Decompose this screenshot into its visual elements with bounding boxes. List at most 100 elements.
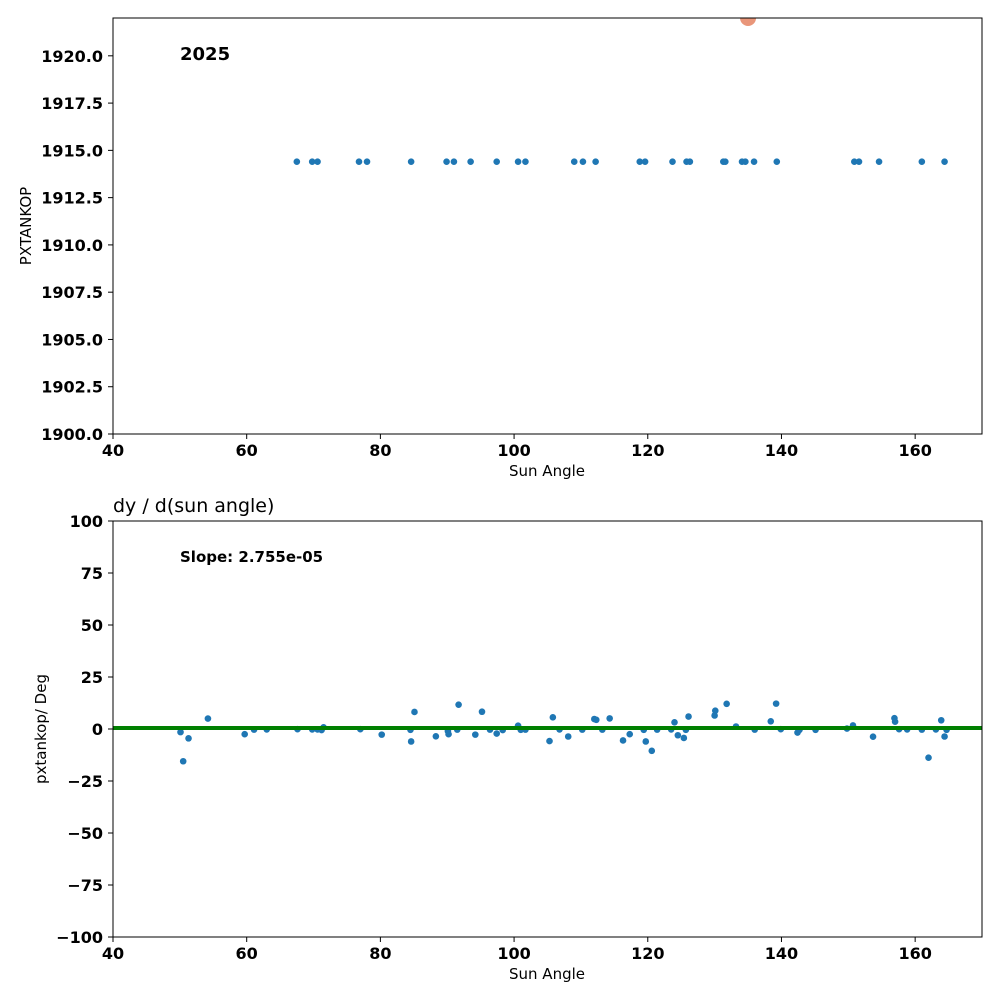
bottom-y-tick-label: −100 [56,928,103,947]
top-y-tick-label: 1912.5 [41,189,103,208]
bottom-data-point [411,708,418,716]
top-data-point [855,158,863,166]
bottom-x-tick-label: 140 [765,944,798,963]
top-data-point [293,158,301,166]
bottom-plot-title: dy / d(sun angle) [113,495,274,517]
top-y-tick-label: 1900.0 [41,425,103,444]
bottom-y-tick-label: −75 [67,876,103,895]
bottom-y-tick-label: 75 [81,564,103,583]
top-y-tick-label: 1910.0 [41,236,103,255]
top-data-point [592,158,599,166]
bottom-data-point [455,701,462,708]
bottom-data-point [674,731,682,739]
top-x-tick-label: 140 [765,441,798,460]
highlight-marker [740,18,757,26]
bottom-data-point [606,715,613,722]
bottom-y-tick-label: −50 [67,824,103,843]
bottom-y-tick-label: 25 [81,668,103,687]
bottom-x-tick-label: 100 [497,944,530,963]
top-y-ticks: 1900.0 1902.5 1905.0 1907.5 1910.0 1912.5 1915… [41,47,113,444]
bottom-plot-area [113,700,982,765]
bottom-x-tick-label: 120 [631,944,664,963]
top-data-point [579,158,587,166]
top-x-axis-label: Sun Angle [509,462,585,480]
top-y-tick-label: 1920.0 [41,47,103,66]
bottom-data-point [472,731,479,738]
bottom-x-axis-label: Sun Angle [509,965,585,983]
top-plot-area [293,18,948,166]
top-y-tick-label: 1915.0 [41,141,103,160]
top-data-point [407,158,415,166]
bottom-data-point [891,718,899,726]
top-data-point [636,158,644,166]
bottom-data-point [549,714,557,721]
bottom-y-tick-label: −25 [67,772,103,791]
top-data-point [750,158,758,166]
top-year-annotation: 2025 [180,44,230,65]
bottom-y-axis-label: pxtankop/ Deg [32,674,50,784]
bottom-data-point [179,757,187,765]
top-data-point [314,158,321,166]
top-y-tick-label: 1907.5 [41,283,103,302]
bottom-data-point [619,737,627,744]
bottom-data-point [671,719,678,726]
top-data-point [363,158,371,166]
bottom-y-tick-label: 100 [70,512,103,531]
bottom-y-tick-label: 0 [92,720,103,739]
top-data-point [722,158,729,166]
bottom-data-point [241,730,248,738]
bottom-data-point [685,713,692,720]
top-x-tick-label: 80 [369,441,391,460]
bottom-y-ticks: −100 −75 −50 −25 0 25 50 75 100 [56,512,113,947]
bottom-x-tick-label: 40 [102,944,124,963]
bottom-data-point [493,730,500,737]
bottom-panel: dy / d(sun angle) 40 60 80 100 120 140 160 −10… [32,495,983,983]
slope-annotation: Slope: 2.755e-05 [180,548,323,566]
top-y-axis-label: PXTANKOP [17,187,35,265]
bottom-x-tick-label: 80 [369,944,391,963]
bottom-data-point [204,715,212,722]
bottom-data-point [432,732,440,740]
top-data-point [918,158,926,166]
bottom-data-point [445,730,452,738]
bottom-data-point [407,738,415,745]
top-data-point [493,158,500,166]
top-y-tick-label: 1902.5 [41,378,103,397]
top-x-tick-label: 120 [631,441,664,460]
bottom-data-point [185,735,192,742]
bottom-y-tick-label: 50 [81,616,103,635]
bottom-data-point [772,700,780,707]
bottom-x-tick-label: 60 [236,944,258,963]
top-axes-frame [112,17,983,435]
bottom-x-tick-label: 160 [898,944,931,963]
top-data-point [875,158,883,166]
bottom-data-point [711,707,719,714]
top-data-point [941,158,948,166]
top-data-point [742,158,749,166]
top-data-point [773,158,781,166]
bottom-data-point [680,734,688,742]
bottom-data-point [478,708,486,716]
top-data-point [522,158,529,166]
bottom-data-point [642,738,650,745]
top-y-tick-label: 1917.5 [41,94,103,113]
top-data-point [450,158,458,166]
bottom-data-point [177,728,184,736]
top-data-point [355,158,363,166]
bottom-data-point [378,731,386,738]
top-data-point [443,158,450,166]
bottom-data-point [869,733,877,740]
bottom-data-point [626,730,634,738]
top-data-point [686,158,694,166]
bottom-data-point [648,747,656,755]
bottom-x-ticks: 40 60 80 100 120 140 160 [102,937,932,963]
top-data-point [570,158,578,166]
top-data-point [851,158,858,166]
top-y-tick-label: 1905.0 [41,330,103,349]
top-data-point [669,158,676,166]
bottom-data-point [723,700,730,708]
top-x-tick-label: 160 [898,441,931,460]
bottom-data-point [925,754,932,762]
bottom-data-point [546,737,553,745]
